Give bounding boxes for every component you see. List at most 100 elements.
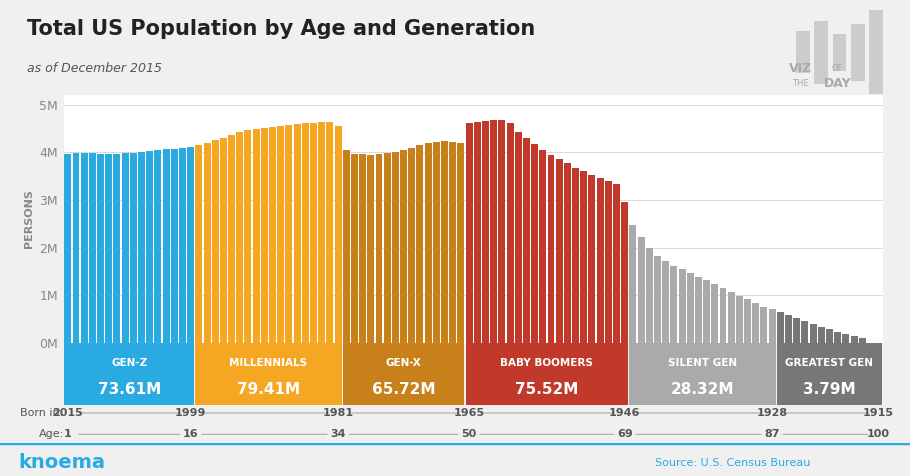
Bar [654,256,661,343]
Bar [73,153,79,343]
Bar [556,159,562,343]
Bar [531,144,538,343]
Text: 28.32M: 28.32M [671,382,734,397]
Bar [114,154,120,343]
Bar [507,123,513,343]
Text: 3.79M: 3.79M [804,382,855,397]
Bar [523,138,530,343]
Bar [220,138,227,343]
Bar [851,336,857,343]
Bar [695,277,702,343]
FancyBboxPatch shape [65,343,194,405]
Bar [638,237,644,343]
Bar [458,143,464,343]
Text: as of December 2015: as of December 2015 [27,61,162,75]
Bar [212,140,218,343]
Text: SILENT GEN: SILENT GEN [668,357,737,367]
Bar [286,125,292,343]
Bar [794,318,800,343]
Text: 1915: 1915 [863,408,895,418]
Bar [384,153,390,343]
Text: GREATEST GEN: GREATEST GEN [785,357,874,367]
Bar [89,153,96,343]
Bar [106,154,112,343]
Bar [769,309,775,343]
Bar [81,153,87,343]
Bar [278,126,284,343]
Bar [163,149,169,343]
Bar [613,184,620,343]
Bar [712,284,718,343]
Bar [679,269,685,343]
Bar [810,324,816,343]
Bar [515,132,521,343]
Bar [548,155,554,343]
Bar [796,31,810,73]
Bar [785,315,792,343]
Text: 69: 69 [617,429,632,439]
Bar [833,34,846,70]
Bar [261,128,268,343]
Bar [171,149,177,343]
Bar [237,132,243,343]
Bar [122,153,128,343]
Text: Source: U.S. Census Bureau: Source: U.S. Census Bureau [655,457,811,468]
Bar [294,124,300,343]
Text: Age:: Age: [38,429,64,439]
Text: 1928: 1928 [756,408,788,418]
Text: Total US Population by Age and Generation: Total US Population by Age and Generatio… [27,20,536,40]
Bar [417,145,423,343]
FancyBboxPatch shape [466,343,628,405]
Bar [253,129,259,343]
Bar [269,127,276,343]
Bar [490,120,497,343]
Bar [572,168,579,343]
Bar [687,273,693,343]
Bar [228,135,235,343]
Bar [802,321,808,343]
Text: 65.72M: 65.72M [372,382,435,397]
Bar [450,142,456,343]
Text: THE: THE [793,79,809,88]
FancyBboxPatch shape [343,343,464,405]
Bar [843,334,849,343]
Bar [499,120,505,343]
Text: BABY BOOMERS: BABY BOOMERS [501,357,593,367]
Bar [97,154,104,343]
Bar [622,202,628,343]
Bar [859,338,865,343]
Bar [703,280,710,343]
Bar [310,123,317,343]
Text: 1965: 1965 [453,408,485,418]
Bar [818,327,824,343]
Bar [441,141,448,343]
Bar [400,150,407,343]
Bar [318,122,325,343]
Bar [851,23,864,81]
Bar [605,181,612,343]
Bar [728,292,734,343]
FancyBboxPatch shape [630,343,775,405]
FancyBboxPatch shape [196,343,341,405]
Text: 100: 100 [867,429,890,439]
Y-axis label: PERSONS: PERSONS [24,189,34,248]
Bar [744,299,751,343]
Text: 79.41M: 79.41M [237,382,300,397]
Bar [187,147,194,343]
Bar [327,122,333,343]
Text: 87: 87 [764,429,780,439]
Text: 1981: 1981 [322,408,354,418]
Bar [597,178,603,343]
Bar [753,303,759,343]
Text: 1: 1 [64,429,72,439]
Bar [662,261,669,343]
Text: knoema: knoema [18,453,106,472]
Text: Born in:: Born in: [20,408,64,418]
Text: OF: OF [832,64,843,72]
Bar [564,163,571,343]
Bar [130,153,136,343]
Bar [376,154,382,343]
Text: GEN-X: GEN-X [386,357,421,367]
Bar [474,122,480,343]
Text: 1946: 1946 [609,408,641,418]
